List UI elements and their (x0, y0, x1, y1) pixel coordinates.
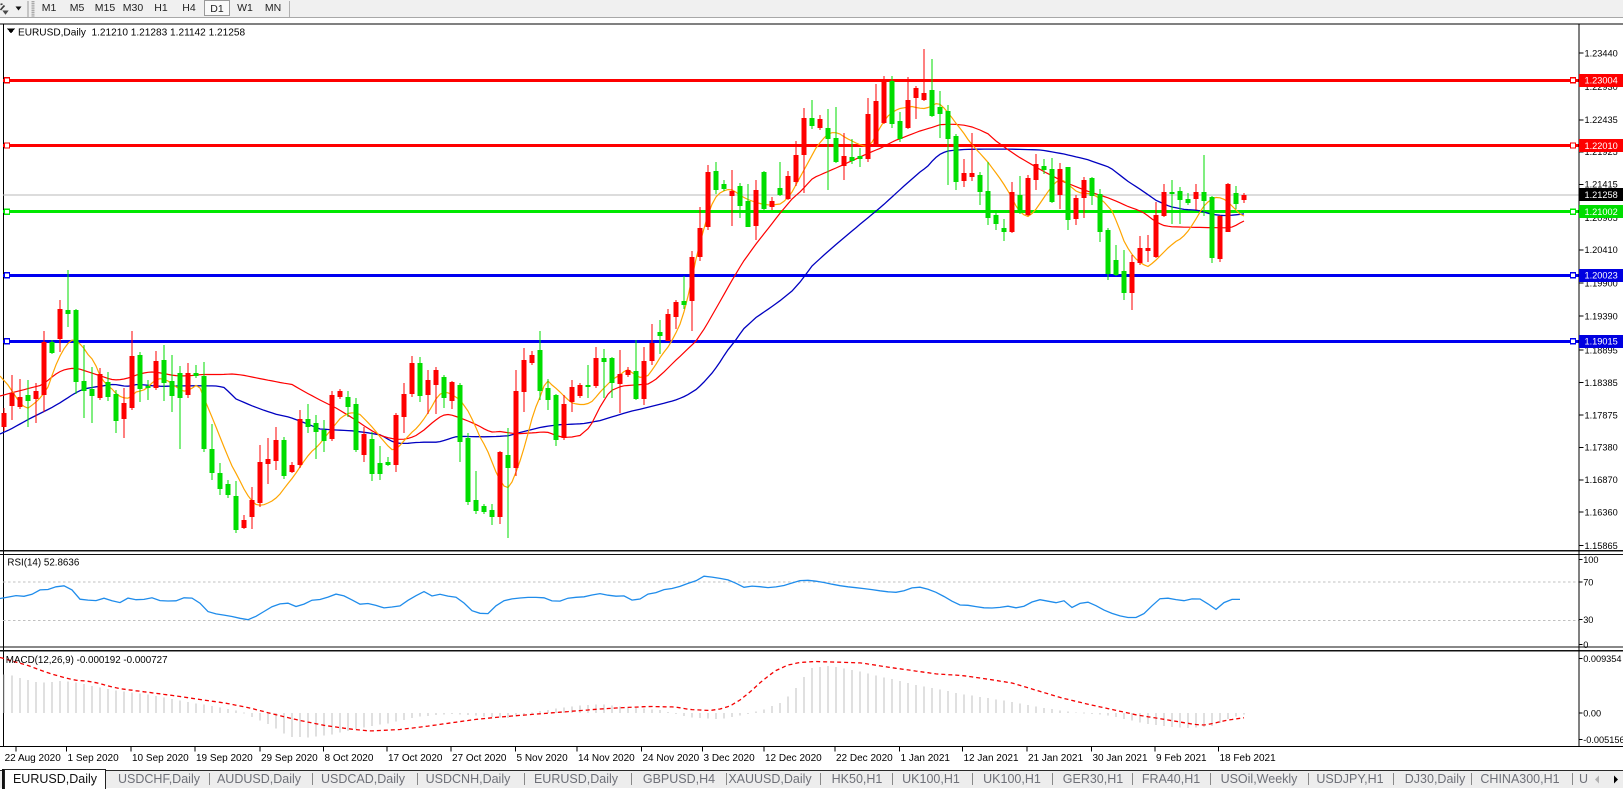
svg-text:12 Dec 2020: 12 Dec 2020 (765, 753, 822, 764)
svg-text:1.23440: 1.23440 (1585, 49, 1618, 59)
svg-text:30 Jan 2021: 30 Jan 2021 (1093, 753, 1148, 764)
svg-text:1 Sep 2020: 1 Sep 2020 (68, 753, 120, 764)
svg-text:1.18385: 1.18385 (1585, 378, 1618, 388)
svg-text:100: 100 (1583, 555, 1598, 565)
svg-text:EURUSD,Daily 1.21210 1.21283: EURUSD,Daily 1.21210 1.21283 1.21142 1.2… (18, 28, 245, 39)
svg-text:1.17875: 1.17875 (1585, 410, 1618, 420)
svg-text:1.15865: 1.15865 (1585, 541, 1618, 551)
svg-text:0: 0 (1583, 640, 1588, 650)
svg-text:1.20023: 1.20023 (1585, 271, 1618, 281)
svg-text:27 Oct 2020: 27 Oct 2020 (452, 753, 507, 764)
svg-text:1.21925: 1.21925 (1585, 147, 1618, 157)
svg-text:-0.005156: -0.005156 (1583, 735, 1623, 745)
svg-text:14 Nov 2020: 14 Nov 2020 (578, 753, 635, 764)
svg-text:1.22010: 1.22010 (1585, 141, 1618, 151)
svg-text:8 Oct 2020: 8 Oct 2020 (325, 753, 374, 764)
svg-text:22 Dec 2020: 22 Dec 2020 (836, 753, 893, 764)
svg-text:5 Nov 2020: 5 Nov 2020 (517, 753, 569, 764)
svg-text:30: 30 (1583, 615, 1593, 625)
svg-text:1.18895: 1.18895 (1585, 346, 1618, 356)
svg-text:MACD(12,26,9) -0.000192 -0.000: MACD(12,26,9) -0.000192 -0.000727 (6, 655, 168, 666)
svg-text:22 Aug 2020: 22 Aug 2020 (5, 753, 62, 764)
svg-text:1.16870: 1.16870 (1585, 475, 1618, 485)
svg-text:70: 70 (1583, 577, 1593, 587)
svg-text:RSI(14) 52.8636: RSI(14) 52.8636 (7, 558, 79, 569)
svg-text:1.19015: 1.19015 (1585, 337, 1618, 347)
svg-text:24 Nov 2020: 24 Nov 2020 (643, 753, 700, 764)
svg-text:1.21002: 1.21002 (1585, 207, 1618, 217)
svg-text:1.22435: 1.22435 (1585, 115, 1618, 125)
svg-text:0.00: 0.00 (1583, 708, 1601, 718)
svg-text:18 Feb 2021: 18 Feb 2021 (1220, 753, 1277, 764)
svg-text:1.21415: 1.21415 (1585, 180, 1618, 190)
svg-text:1.22930: 1.22930 (1585, 82, 1618, 92)
svg-text:1.17380: 1.17380 (1585, 443, 1618, 453)
svg-text:1.23004: 1.23004 (1585, 76, 1618, 86)
svg-text:9 Feb 2021: 9 Feb 2021 (1156, 753, 1207, 764)
svg-text:1.19390: 1.19390 (1585, 311, 1618, 321)
svg-text:1.16360: 1.16360 (1585, 508, 1618, 518)
svg-text:0.009354: 0.009354 (1583, 654, 1621, 664)
svg-text:29 Sep 2020: 29 Sep 2020 (261, 753, 318, 764)
svg-text:1.21258: 1.21258 (1585, 190, 1618, 200)
svg-text:1.20410: 1.20410 (1585, 245, 1618, 255)
svg-text:1.19900: 1.19900 (1585, 278, 1618, 288)
svg-text:21 Jan 2021: 21 Jan 2021 (1028, 753, 1083, 764)
svg-text:3 Dec 2020: 3 Dec 2020 (704, 753, 756, 764)
svg-text:19 Sep 2020: 19 Sep 2020 (196, 753, 253, 764)
svg-text:12 Jan 2021: 12 Jan 2021 (964, 753, 1019, 764)
svg-text:17 Oct 2020: 17 Oct 2020 (388, 753, 443, 764)
svg-text:10 Sep 2020: 10 Sep 2020 (132, 753, 189, 764)
svg-text:1 Jan 2021: 1 Jan 2021 (901, 753, 951, 764)
